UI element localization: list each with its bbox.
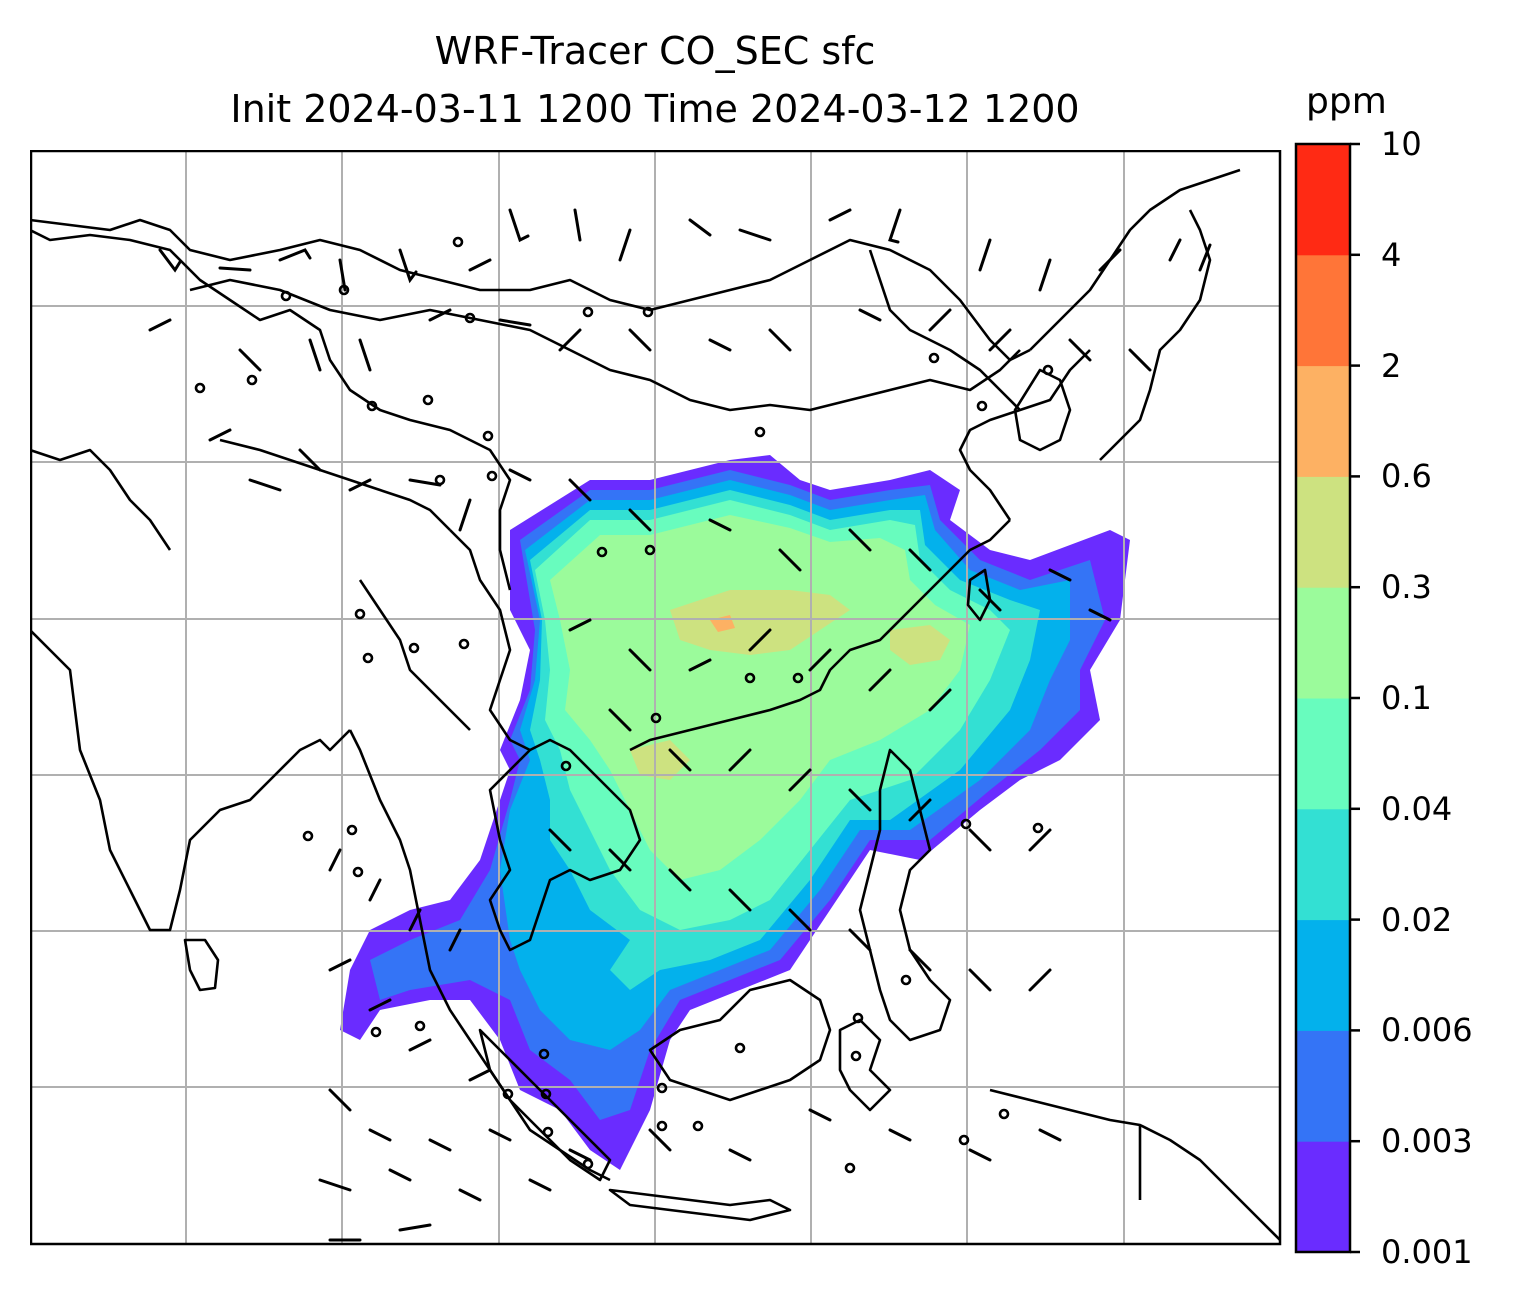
colorbar-tick-label: 0.3 xyxy=(1381,568,1432,607)
plume-level-0.3b xyxy=(890,625,950,665)
border-southeast-asia xyxy=(449,529,531,752)
coastline-taiwan xyxy=(966,568,992,622)
plot-title-line1: WRF-Tracer CO_SEC sfc xyxy=(434,29,876,73)
calm-wind-circles xyxy=(194,236,1054,1174)
colorbar-tick-label: 4 xyxy=(1381,235,1402,274)
coastline-indochina xyxy=(488,738,642,952)
colorbar-tick-label: 0.04 xyxy=(1381,789,1453,828)
border-nepal-bhutan xyxy=(219,438,451,531)
coastline-china-south xyxy=(629,519,1011,752)
colorbar-segment-3 xyxy=(1296,808,1350,921)
map-frame xyxy=(30,150,1282,1246)
coastline-philippines xyxy=(858,748,952,1042)
colorbar-segment-9 xyxy=(1296,144,1350,256)
coastline-japan xyxy=(1099,209,1212,461)
colorbar-units-label: ppm xyxy=(1306,81,1387,122)
coastline-srilanka xyxy=(183,938,220,992)
map-panel xyxy=(30,150,1282,1246)
border-myanmar xyxy=(358,579,471,731)
coastline-india xyxy=(30,629,351,932)
plot-title-line2: Init 2024-03-11 1200 Time 2024-03-12 120… xyxy=(230,87,1080,131)
plume-level-0.3 xyxy=(670,590,850,655)
plume-level-0.3c xyxy=(630,740,690,780)
colorbar-tick-label: 0.006 xyxy=(1381,1011,1473,1050)
border-west xyxy=(30,448,172,551)
colorbar xyxy=(1294,142,1360,1254)
colorbar-tick-label: 0.003 xyxy=(1381,1122,1473,1161)
colorbar-tick-label: 0.02 xyxy=(1381,900,1453,939)
colorbar-segment-4 xyxy=(1296,698,1350,810)
coastline-china-east xyxy=(958,349,1091,521)
border-russia xyxy=(30,218,1031,362)
colorbar-segment-2 xyxy=(1296,919,1350,1031)
coastline-korea xyxy=(1013,368,1072,452)
colorbar-tick-label: 0.1 xyxy=(1381,679,1432,717)
colorbar-segment-7 xyxy=(1296,365,1350,477)
lat-lon-gridlines xyxy=(30,150,1280,1244)
colorbar-tick-label: 10 xyxy=(1381,125,1422,163)
border-india-china xyxy=(30,228,512,591)
colorbar-tick-label: 0.6 xyxy=(1381,457,1432,496)
colorbar-segment-6 xyxy=(1296,476,1350,588)
colorbar-tick-label: 2 xyxy=(1381,346,1402,385)
colorbar-segment-1 xyxy=(1296,1030,1350,1142)
border-russia-east xyxy=(1029,168,1241,351)
coastline-sumatra xyxy=(478,1028,612,1182)
colorbar-tick-label: 0.001 xyxy=(1381,1233,1473,1271)
coastline-borneo xyxy=(648,978,832,1102)
colorbar-segment-0 xyxy=(1296,1141,1350,1253)
coastline-java xyxy=(608,1188,792,1222)
wind-barbs xyxy=(148,208,1212,1242)
colorbar-segment-8 xyxy=(1296,254,1350,367)
coastline-bay-east xyxy=(348,729,611,1182)
border-mongolia xyxy=(189,278,1021,412)
coastline-newguinea xyxy=(989,1088,1280,1241)
border-china-north xyxy=(868,249,1021,411)
coastlines-borders xyxy=(30,168,1280,1241)
coastline-sulawesi xyxy=(838,1018,892,1112)
colorbar-segment-5 xyxy=(1296,587,1350,699)
